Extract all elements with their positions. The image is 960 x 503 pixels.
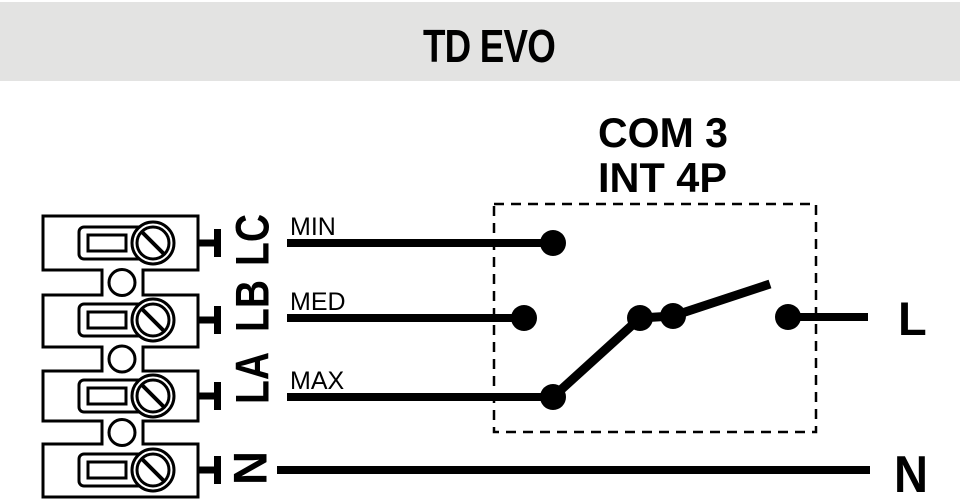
switch-lever [671, 279, 772, 321]
mounting-hole [107, 418, 137, 447]
junction-dot-min [540, 230, 566, 256]
terminal-n [77, 447, 221, 493]
wire-entry [86, 460, 128, 480]
wire-entry [86, 233, 128, 253]
screw-head-icon [135, 452, 171, 488]
switch-boundary-box [492, 202, 818, 434]
screw-head-icon [135, 302, 171, 338]
header-bar [0, 2, 960, 81]
terminal-lb [77, 297, 221, 343]
terminal-label-lb: LB [225, 280, 278, 332]
switch-label-line2: INT 4P [598, 154, 727, 201]
output-label-live: L [898, 292, 927, 345]
screw-head-icon [135, 378, 171, 414]
switch-pole-dot [660, 303, 686, 329]
speed-wires: MIN MED MAX [287, 213, 566, 410]
terminal-label-la: LA [225, 352, 278, 404]
screw-slot-icon [140, 457, 166, 483]
wire-label-min: MIN [290, 213, 336, 241]
screw-slot-icon [140, 230, 166, 256]
wire-entry [86, 310, 128, 330]
screw-slot-icon [140, 383, 166, 409]
junction-dot-med [511, 305, 537, 331]
terminal-block [41, 214, 221, 499]
screw-head-icon [135, 225, 171, 261]
mounting-hole [107, 344, 137, 374]
switch-link-max [549, 314, 644, 401]
wire-entry [86, 386, 128, 406]
terminal-label-n: N [223, 451, 276, 485]
screw-slot-icon [140, 307, 166, 333]
output-label-neutral: N [894, 446, 928, 503]
switch-mechanism [549, 279, 801, 401]
terminal-label-lc: LC [225, 214, 278, 266]
terminal-lc [77, 220, 221, 266]
wire-label-med: MED [290, 288, 346, 316]
wire-label-max: MAX [290, 367, 345, 395]
switch-pole-dot [627, 305, 653, 331]
page-title: TD EVO [423, 20, 555, 72]
switch-label-line1: COM 3 [598, 109, 728, 156]
mounting-hole [107, 268, 137, 297]
terminal-la [77, 373, 221, 419]
